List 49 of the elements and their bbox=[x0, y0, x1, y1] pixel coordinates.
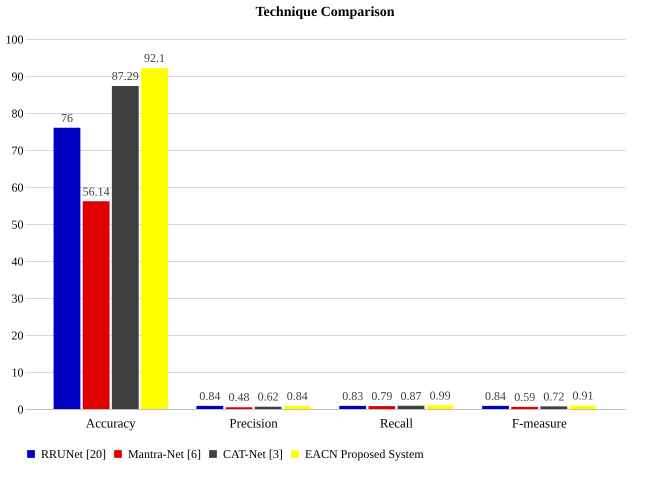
data-label: 92.1 bbox=[144, 51, 165, 66]
y-tick-label: 50 bbox=[12, 218, 24, 232]
y-tick-label: 60 bbox=[12, 180, 24, 194]
data-label: 0.84 bbox=[286, 388, 308, 403]
bar bbox=[398, 406, 424, 409]
legend-label: CAT-Net [3] bbox=[223, 447, 283, 461]
bar bbox=[482, 406, 509, 409]
y-tick-label: 40 bbox=[12, 254, 24, 268]
y-tick-label: 80 bbox=[12, 106, 24, 120]
bar bbox=[570, 406, 596, 409]
y-tick-label: 70 bbox=[12, 144, 24, 158]
x-tick-label: Accuracy bbox=[86, 416, 136, 430]
x-tick-label: Recall bbox=[380, 416, 414, 430]
y-tick-label: 0 bbox=[18, 402, 24, 416]
y-tick-label: 20 bbox=[12, 328, 24, 342]
legend-label: Mantra-Net [6] bbox=[128, 447, 201, 461]
data-label: 76 bbox=[60, 110, 73, 125]
data-label: 0.84 bbox=[199, 388, 220, 403]
data-label: 87.29 bbox=[112, 69, 139, 84]
bar bbox=[426, 405, 454, 409]
x-tick-label: F-measure bbox=[512, 416, 567, 430]
data-label: 0.72 bbox=[543, 389, 564, 404]
bar bbox=[112, 86, 139, 409]
data-label: 56.14 bbox=[82, 184, 110, 198]
data-label: 0.59 bbox=[514, 390, 536, 404]
legend-label: RRUNet [20] bbox=[41, 447, 106, 461]
bar bbox=[196, 406, 224, 409]
data-label: 0.48 bbox=[228, 390, 250, 404]
bar bbox=[339, 406, 366, 409]
y-tick-label: 100 bbox=[6, 32, 24, 46]
bar bbox=[368, 406, 396, 409]
data-label: 0.83 bbox=[342, 388, 364, 403]
bar bbox=[284, 406, 311, 409]
data-label: 0.62 bbox=[258, 390, 279, 404]
chart-title: Technique Comparison bbox=[255, 5, 395, 20]
data-label: 0.87 bbox=[400, 388, 422, 403]
bar bbox=[82, 201, 110, 409]
bar bbox=[141, 68, 168, 409]
bar bbox=[54, 128, 80, 409]
x-tick-label: Precision bbox=[229, 416, 278, 430]
data-label: 0.91 bbox=[572, 388, 594, 403]
y-tick-label: 90 bbox=[12, 70, 24, 84]
bar bbox=[540, 406, 568, 409]
data-label: 0.79 bbox=[371, 389, 392, 404]
data-label: 0.99 bbox=[430, 388, 451, 402]
legend-label: EACN Proposed System bbox=[305, 447, 424, 461]
y-tick-label: 10 bbox=[12, 366, 24, 380]
data-label: 0.84 bbox=[485, 388, 506, 403]
y-tick-label: 30 bbox=[12, 292, 24, 306]
